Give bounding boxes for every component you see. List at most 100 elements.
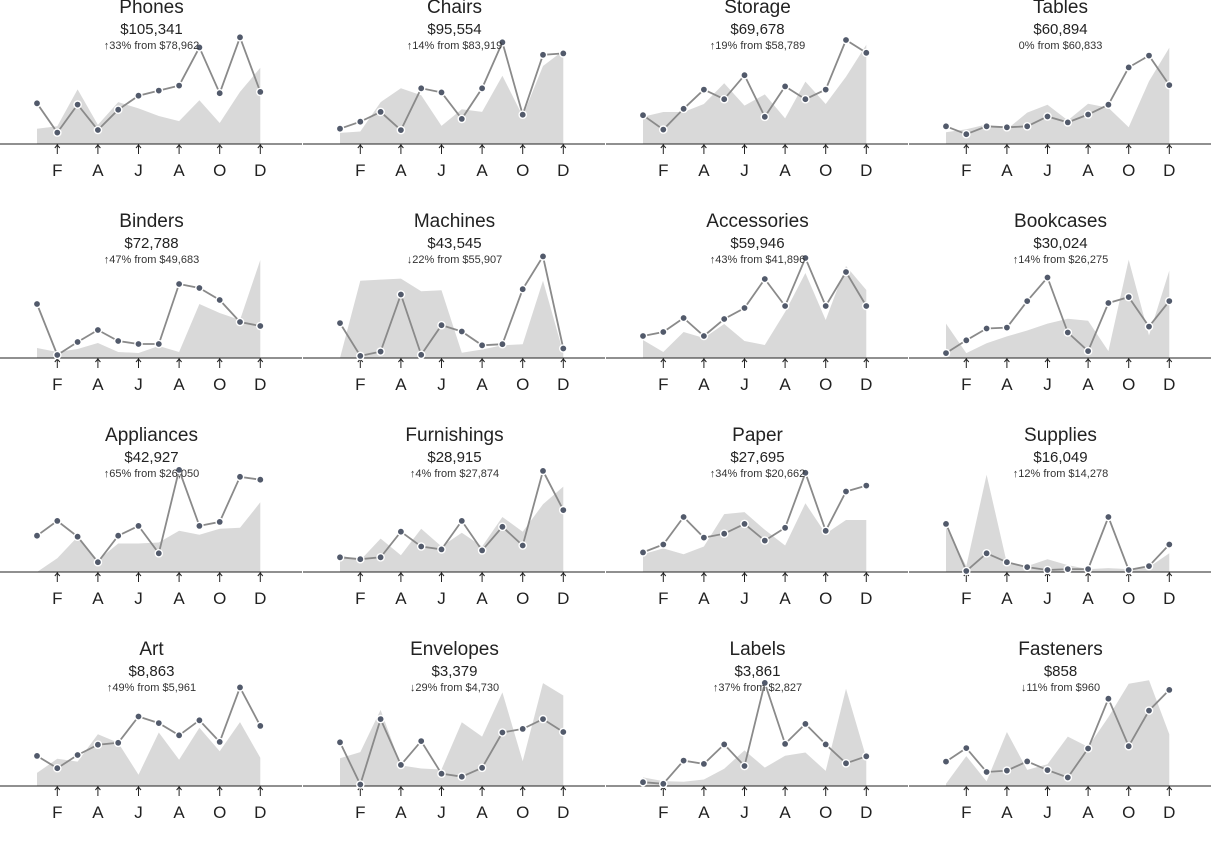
data-point[interactable] bbox=[215, 517, 224, 527]
data-point[interactable] bbox=[760, 112, 770, 122]
data-point[interactable] bbox=[335, 738, 345, 747]
data-point[interactable] bbox=[376, 107, 385, 117]
data-point[interactable] bbox=[1022, 562, 1032, 572]
data-point[interactable] bbox=[73, 532, 82, 541]
data-point[interactable] bbox=[1124, 63, 1133, 72]
data-point[interactable] bbox=[841, 35, 851, 45]
data-point[interactable] bbox=[32, 299, 42, 309]
data-point[interactable] bbox=[1063, 328, 1073, 337]
data-point[interactable] bbox=[821, 740, 830, 749]
data-point[interactable] bbox=[215, 737, 224, 747]
data-point[interactable] bbox=[982, 122, 991, 131]
data-point[interactable] bbox=[215, 295, 224, 305]
data-point[interactable] bbox=[638, 777, 648, 787]
data-point[interactable] bbox=[1002, 557, 1012, 567]
data-point[interactable] bbox=[396, 290, 406, 299]
data-point[interactable] bbox=[376, 553, 385, 562]
data-point[interactable] bbox=[1104, 694, 1113, 704]
data-point[interactable] bbox=[255, 321, 265, 331]
data-point[interactable] bbox=[538, 714, 548, 724]
data-point[interactable] bbox=[780, 739, 790, 749]
data-point[interactable] bbox=[356, 780, 365, 789]
data-point[interactable] bbox=[659, 125, 668, 134]
data-point[interactable] bbox=[437, 769, 446, 778]
data-point[interactable] bbox=[32, 99, 42, 108]
data-point[interactable] bbox=[982, 549, 991, 558]
data-point[interactable] bbox=[335, 124, 345, 133]
data-point[interactable] bbox=[1083, 564, 1093, 574]
data-point[interactable] bbox=[760, 274, 770, 284]
data-point[interactable] bbox=[1144, 51, 1154, 60]
data-point[interactable] bbox=[861, 752, 871, 761]
data-point[interactable] bbox=[558, 727, 568, 737]
data-point[interactable] bbox=[416, 736, 426, 746]
data-point[interactable] bbox=[93, 740, 103, 749]
data-point[interactable] bbox=[760, 678, 770, 688]
data-point[interactable] bbox=[719, 740, 729, 749]
data-point[interactable] bbox=[1083, 346, 1093, 356]
data-point[interactable] bbox=[699, 331, 709, 341]
data-point[interactable] bbox=[93, 125, 103, 135]
data-point[interactable] bbox=[154, 549, 164, 558]
data-point[interactable] bbox=[659, 779, 668, 789]
data-point[interactable] bbox=[235, 317, 245, 327]
data-point[interactable] bbox=[1083, 744, 1093, 753]
data-point[interactable] bbox=[235, 472, 245, 482]
data-point[interactable] bbox=[195, 521, 204, 531]
data-point[interactable] bbox=[477, 84, 487, 93]
data-point[interactable] bbox=[1124, 292, 1133, 302]
data-point[interactable] bbox=[780, 82, 790, 91]
data-point[interactable] bbox=[679, 512, 688, 522]
data-point[interactable] bbox=[416, 542, 426, 551]
data-point[interactable] bbox=[416, 84, 426, 93]
data-point[interactable] bbox=[1063, 564, 1073, 574]
data-point[interactable] bbox=[174, 731, 184, 740]
data-point[interactable] bbox=[255, 721, 265, 731]
data-point[interactable] bbox=[1124, 565, 1133, 575]
data-point[interactable] bbox=[477, 341, 487, 350]
data-point[interactable] bbox=[1022, 757, 1032, 766]
data-point[interactable] bbox=[255, 475, 265, 485]
data-point[interactable] bbox=[396, 125, 406, 135]
data-point[interactable] bbox=[376, 347, 385, 356]
data-point[interactable] bbox=[73, 100, 82, 109]
data-point[interactable] bbox=[699, 85, 709, 94]
data-point[interactable] bbox=[1104, 298, 1113, 308]
data-point[interactable] bbox=[538, 252, 548, 261]
data-point[interactable] bbox=[93, 557, 103, 567]
data-point[interactable] bbox=[699, 759, 709, 769]
data-point[interactable] bbox=[1144, 561, 1154, 571]
data-point[interactable] bbox=[457, 327, 467, 336]
data-point[interactable] bbox=[558, 505, 568, 515]
data-point[interactable] bbox=[861, 48, 871, 58]
data-point[interactable] bbox=[195, 716, 204, 725]
data-point[interactable] bbox=[801, 468, 810, 478]
data-point[interactable] bbox=[396, 760, 406, 770]
data-point[interactable] bbox=[335, 553, 345, 562]
data-point[interactable] bbox=[498, 339, 507, 349]
data-point[interactable] bbox=[1164, 685, 1174, 695]
data-point[interactable] bbox=[740, 761, 749, 771]
data-point[interactable] bbox=[1164, 296, 1174, 306]
data-point[interactable] bbox=[801, 94, 810, 104]
data-point[interactable] bbox=[558, 344, 568, 353]
data-point[interactable] bbox=[1022, 122, 1032, 131]
data-point[interactable] bbox=[437, 545, 446, 554]
data-point[interactable] bbox=[215, 88, 224, 98]
data-point[interactable] bbox=[1043, 565, 1052, 575]
data-point[interactable] bbox=[93, 325, 103, 335]
data-point[interactable] bbox=[962, 566, 971, 576]
data-point[interactable] bbox=[1043, 273, 1052, 282]
data-point[interactable] bbox=[1022, 296, 1032, 306]
data-point[interactable] bbox=[32, 751, 42, 761]
data-point[interactable] bbox=[740, 303, 749, 313]
data-point[interactable] bbox=[941, 519, 951, 529]
data-point[interactable] bbox=[437, 320, 446, 330]
data-point[interactable] bbox=[498, 522, 507, 532]
data-point[interactable] bbox=[113, 738, 123, 748]
data-point[interactable] bbox=[396, 527, 406, 536]
data-point[interactable] bbox=[719, 529, 729, 538]
data-point[interactable] bbox=[638, 110, 648, 120]
data-point[interactable] bbox=[174, 81, 184, 90]
data-point[interactable] bbox=[518, 110, 527, 119]
